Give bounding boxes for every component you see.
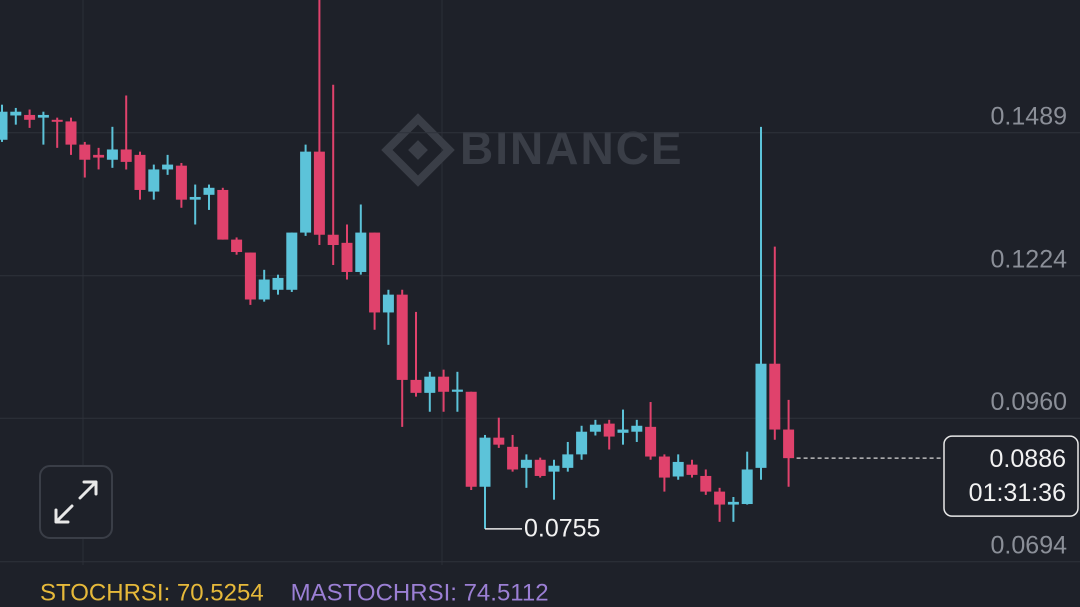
candle-body bbox=[562, 454, 574, 468]
candle-body bbox=[0, 111, 8, 140]
candle-body bbox=[548, 465, 560, 472]
candle-body bbox=[300, 151, 312, 233]
candle-body bbox=[520, 459, 532, 468]
candle-body bbox=[507, 446, 519, 470]
candle-body bbox=[148, 169, 160, 192]
candle-body bbox=[410, 379, 422, 393]
candle-body bbox=[327, 234, 339, 245]
candle-body bbox=[79, 144, 91, 160]
candle-body bbox=[727, 501, 739, 505]
low-label: 0.0755 bbox=[524, 514, 600, 542]
candle-body bbox=[603, 423, 615, 437]
candle-body bbox=[258, 279, 270, 300]
candle-body bbox=[741, 469, 753, 505]
candle-body bbox=[686, 464, 698, 475]
candle-body bbox=[465, 391, 477, 487]
candle-body bbox=[93, 154, 105, 158]
indicator-label: MASTOCHRSI: 74.5112 bbox=[291, 579, 549, 606]
candle-body bbox=[175, 165, 187, 200]
candle-body bbox=[451, 389, 463, 392]
candle-body bbox=[37, 114, 49, 118]
candles bbox=[0, 0, 795, 529]
candle-body bbox=[162, 164, 174, 170]
candle-body bbox=[631, 425, 643, 432]
candle-body bbox=[700, 475, 712, 492]
grid: 0.1489 0.1224 0.0960 0.0694 bbox=[0, 102, 1080, 563]
watermark-logo bbox=[381, 113, 455, 187]
candle-body bbox=[10, 111, 22, 116]
y-tick-label: 0.1489 bbox=[991, 102, 1067, 130]
candle-body bbox=[313, 151, 325, 235]
candle-body bbox=[645, 426, 657, 457]
candle-body bbox=[369, 232, 381, 313]
candle-body bbox=[534, 459, 546, 476]
candle-body bbox=[396, 294, 408, 380]
candle-body bbox=[424, 376, 436, 393]
candle-body bbox=[286, 232, 298, 290]
candle-body bbox=[134, 154, 146, 190]
candle-body bbox=[65, 121, 77, 145]
candle-body bbox=[755, 363, 767, 468]
candle-body bbox=[51, 119, 63, 122]
candle-body bbox=[438, 376, 450, 392]
y-tick-label: 0.0960 bbox=[991, 388, 1067, 416]
candle-body bbox=[106, 149, 118, 160]
candle-body bbox=[658, 456, 670, 478]
indicator-label: STOCHRSI: 70.5254 bbox=[40, 579, 264, 606]
candle-body bbox=[672, 461, 684, 477]
overlay: 0.0755 0.0886 01:31:36 bbox=[485, 435, 1079, 542]
y-tick-label: 0.0694 bbox=[991, 531, 1068, 559]
last-price-label: 0.0886 bbox=[990, 445, 1066, 473]
candle-body bbox=[341, 242, 353, 272]
watermark: BINANCE bbox=[460, 122, 684, 174]
candle-body bbox=[231, 239, 243, 253]
candle-body bbox=[576, 431, 588, 455]
last-price-box bbox=[943, 435, 1079, 517]
candle-body bbox=[272, 277, 284, 290]
candle-body bbox=[493, 437, 505, 445]
candle-body bbox=[355, 232, 367, 272]
candle-body bbox=[189, 196, 201, 200]
candle-body bbox=[244, 252, 256, 300]
candle-body bbox=[714, 491, 726, 505]
candle-body bbox=[617, 429, 629, 433]
candle-body bbox=[783, 429, 795, 459]
candle-body bbox=[217, 189, 229, 240]
candle-body bbox=[203, 187, 215, 195]
candle-body bbox=[479, 437, 491, 487]
candle-body bbox=[589, 424, 601, 432]
candle-body bbox=[769, 363, 781, 430]
candle-body bbox=[382, 294, 394, 313]
expand-button[interactable] bbox=[39, 465, 113, 539]
candle-body bbox=[120, 149, 132, 162]
y-tick-label: 0.1224 bbox=[991, 245, 1068, 273]
candle-body bbox=[24, 114, 36, 120]
countdown: 01:31:36 bbox=[969, 479, 1066, 507]
